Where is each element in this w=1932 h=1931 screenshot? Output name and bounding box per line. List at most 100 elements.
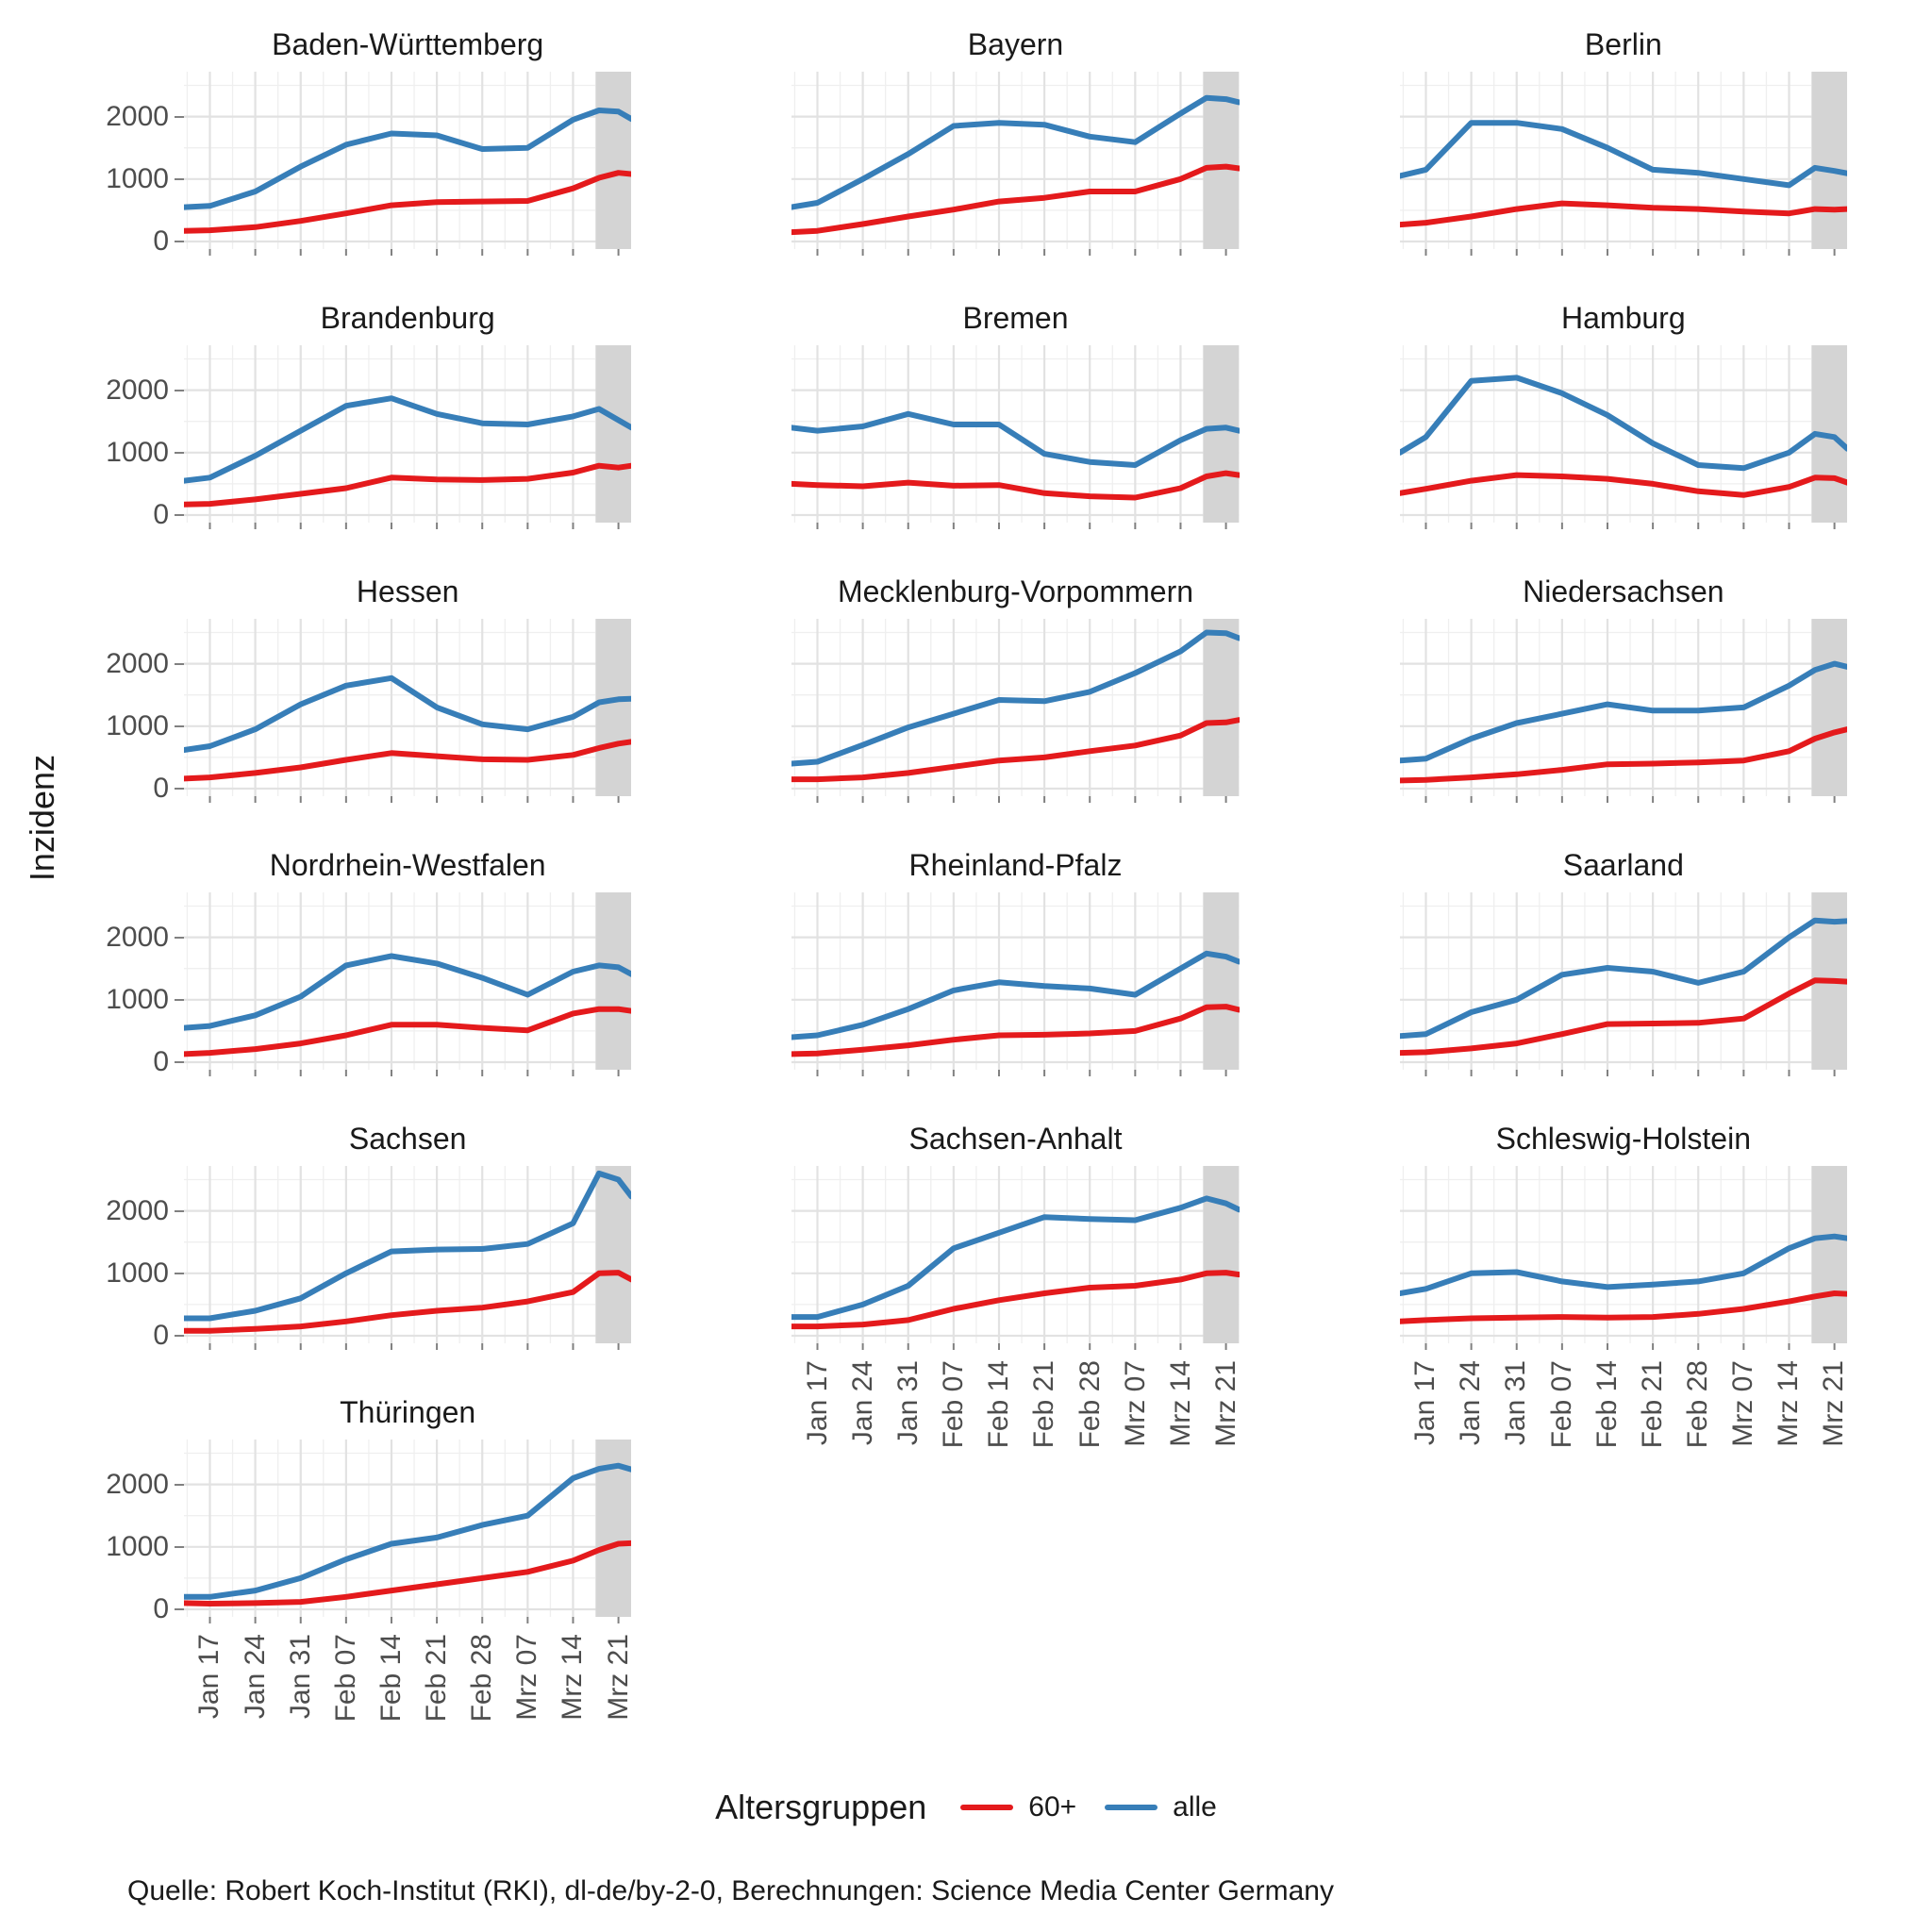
y-axis-tick — [175, 1209, 184, 1212]
line-alle — [1400, 123, 1847, 185]
x-axis-tick-label: Mrz 21 — [1209, 1360, 1241, 1447]
recent-data-band — [1203, 345, 1240, 523]
line-60plus — [184, 741, 631, 778]
y-axis-tick — [175, 724, 184, 727]
line-alle — [1400, 377, 1847, 468]
line-alle — [1400, 664, 1847, 761]
x-axis-tick-label: Feb 07 — [329, 1634, 361, 1723]
x-axis-tick-label: Feb 21 — [1028, 1360, 1060, 1449]
facet-title: Sachsen-Anhalt — [908, 1122, 1123, 1156]
line-60plus — [1400, 475, 1847, 495]
y-axis-tick-label: 2000 — [106, 100, 169, 132]
line-60plus — [1400, 1293, 1847, 1322]
y-axis-tick — [175, 936, 184, 939]
x-axis-tick-label: Feb 28 — [1681, 1360, 1713, 1449]
x-axis-tick-label: Jan 24 — [239, 1634, 271, 1720]
line-60plus — [1400, 980, 1847, 1053]
legend-key-60plus-line-icon — [960, 1805, 1014, 1810]
facet-Nordrhein-Westfalen: Nordrhein-Westfalen 0 1000 2000 — [106, 840, 632, 1077]
line-60plus — [791, 1007, 1239, 1054]
y-axis-tick-label: 0 — [153, 225, 169, 257]
x-axis-tick-label: Mrz 14 — [557, 1634, 589, 1721]
y-axis-tick-label: 0 — [153, 1046, 169, 1077]
line-alle — [791, 1198, 1239, 1317]
recent-data-band — [1811, 619, 1847, 796]
recent-data-band — [1811, 1166, 1847, 1343]
facet-title: Bremen — [962, 301, 1069, 335]
y-axis-tick — [175, 514, 184, 516]
facet-title: Nordrhein-Westfalen — [269, 848, 546, 882]
facet-panel — [184, 892, 632, 1077]
facet-panel — [791, 1166, 1240, 1351]
x-axis-tick-label: Mrz 21 — [602, 1634, 634, 1721]
legend-title: Altersgruppen — [715, 1788, 927, 1826]
x-axis-tick-label: Jan 17 — [801, 1360, 833, 1446]
legend-label-60plus: 60+ — [1028, 1791, 1077, 1823]
facet-title: Bayern — [967, 27, 1064, 61]
y-axis-tick — [175, 662, 184, 665]
facet-grid: Baden-Württemberg 0 1000 2000 Bayern Berlin Br… — [106, 19, 1850, 1722]
facet-panel — [1400, 1166, 1847, 1351]
facet-Sachsen-Anhalt: Sachsen-Anhalt Jan 17 Jan 24 Jan 31 Feb 07 Fe… — [791, 1113, 1241, 1448]
facet-Niedersachsen: Niedersachsen — [1400, 566, 1847, 804]
y-axis-tick — [175, 998, 184, 1001]
legend-item-60plus: 60+ — [960, 1791, 1076, 1823]
y-axis-tick — [175, 1545, 184, 1548]
x-axis-tick-label: Mrz 21 — [1818, 1360, 1850, 1447]
facet-panel — [184, 1440, 632, 1624]
recent-data-band — [1203, 1166, 1240, 1343]
facet-Bremen: Bremen — [791, 292, 1240, 530]
recent-data-band — [595, 345, 632, 523]
facet-title: Hamburg — [1561, 301, 1686, 335]
y-axis-tick-label: 2000 — [106, 374, 169, 406]
y-axis-tick — [175, 1483, 184, 1486]
y-axis-tick-label: 0 — [153, 1320, 169, 1351]
x-axis-tick-label: Mrz 07 — [1727, 1360, 1758, 1447]
facet-panel — [791, 72, 1240, 257]
y-axis-tick-label: 0 — [153, 773, 169, 804]
y-axis-tick — [175, 788, 184, 790]
y-axis-title: Inzidenz — [23, 755, 61, 882]
line-60plus — [791, 720, 1239, 779]
x-axis-tick-label: Mrz 14 — [1164, 1360, 1196, 1447]
y-axis-tick-label: 1000 — [106, 162, 169, 194]
facet-panel — [791, 345, 1240, 530]
line-60plus — [184, 1273, 631, 1331]
facet-title: Rheinland-Pfalz — [908, 848, 1123, 882]
x-axis-tick-label: Jan 31 — [284, 1634, 316, 1720]
x-axis-tick-label: Jan 24 — [1455, 1360, 1487, 1446]
recent-data-band — [595, 1166, 632, 1343]
x-axis-tick-label: Jan 31 — [892, 1360, 924, 1446]
x-axis-labels: Jan 17 Jan 24 Jan 31 Feb 07 Feb 14 Feb 21 Feb … — [791, 1355, 1241, 1557]
facet-title: Hessen — [356, 574, 459, 608]
legend: Altersgruppen 60+ alle — [0, 1788, 1932, 1827]
facet-Saarland: Saarland — [1400, 840, 1847, 1077]
x-axis-tick-label: Feb 28 — [1074, 1360, 1106, 1449]
facet-panel — [1400, 619, 1847, 804]
facet-panel — [184, 72, 632, 257]
line-60plus — [184, 173, 631, 231]
facet-Brandenburg: Brandenburg 0 1000 2000 — [106, 292, 632, 530]
x-axis-tick-label: Mrz 07 — [511, 1634, 543, 1721]
x-axis-tick-label: Feb 21 — [421, 1634, 453, 1723]
facet-Hessen: Hessen 0 1000 2000 — [106, 566, 632, 804]
recent-data-band — [595, 619, 632, 796]
line-alle — [184, 398, 631, 480]
recent-data-band — [595, 892, 632, 1070]
y-axis-tick-label: 1000 — [106, 1530, 169, 1562]
line-60plus — [791, 474, 1239, 498]
facet-Baden-Württemberg: Baden-Württemberg 0 1000 2000 — [106, 19, 632, 257]
line-60plus — [791, 1273, 1239, 1326]
facet-panel — [1400, 892, 1847, 1077]
facet-Thüringen: Thüringen 0 1000 2000 Jan 17 Jan 24 Jan 31 Feb … — [106, 1387, 633, 1722]
line-alle — [184, 678, 631, 750]
x-axis-tick-label: Jan 24 — [846, 1360, 878, 1446]
y-axis-tick-label: 2000 — [106, 1468, 169, 1500]
y-axis-tick-label: 2000 — [106, 921, 169, 953]
y-axis-tick — [175, 1272, 184, 1274]
y-axis-tick-label: 0 — [153, 1593, 169, 1624]
line-60plus — [1400, 729, 1847, 780]
legend-label-alle: alle — [1173, 1791, 1217, 1823]
x-axis-tick-label: Jan 31 — [1500, 1360, 1532, 1446]
